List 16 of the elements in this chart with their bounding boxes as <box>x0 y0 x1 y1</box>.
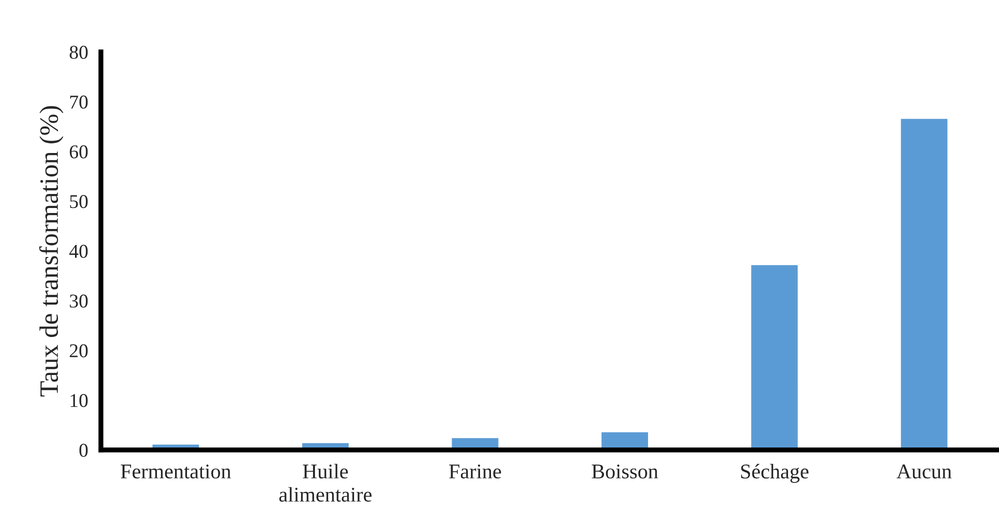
y-axis-title: Taux de transformation (%) <box>39 106 64 396</box>
y-tick-label: 50 <box>70 195 88 208</box>
x-tick-label: Farine <box>449 464 501 479</box>
y-tick-label: 80 <box>70 46 88 59</box>
y-tick-label: 10 <box>70 394 88 408</box>
y-tick-label: 70 <box>70 96 88 109</box>
y-tick-label: 20 <box>70 344 88 358</box>
y-tick-label: 40 <box>69 244 88 258</box>
x-tick-label: Séchage <box>741 464 808 483</box>
y-tick-label: 0 <box>79 444 88 457</box>
x-tick-label: Aucun <box>896 464 952 479</box>
y-tick-label: 30 <box>70 294 88 308</box>
x-tick-label: Fermentation <box>120 464 231 479</box>
x-tick-label: Huile alimentaire <box>279 464 372 502</box>
y-tick-label: 60 <box>70 145 88 158</box>
x-tick-label: Boisson <box>592 464 658 479</box>
